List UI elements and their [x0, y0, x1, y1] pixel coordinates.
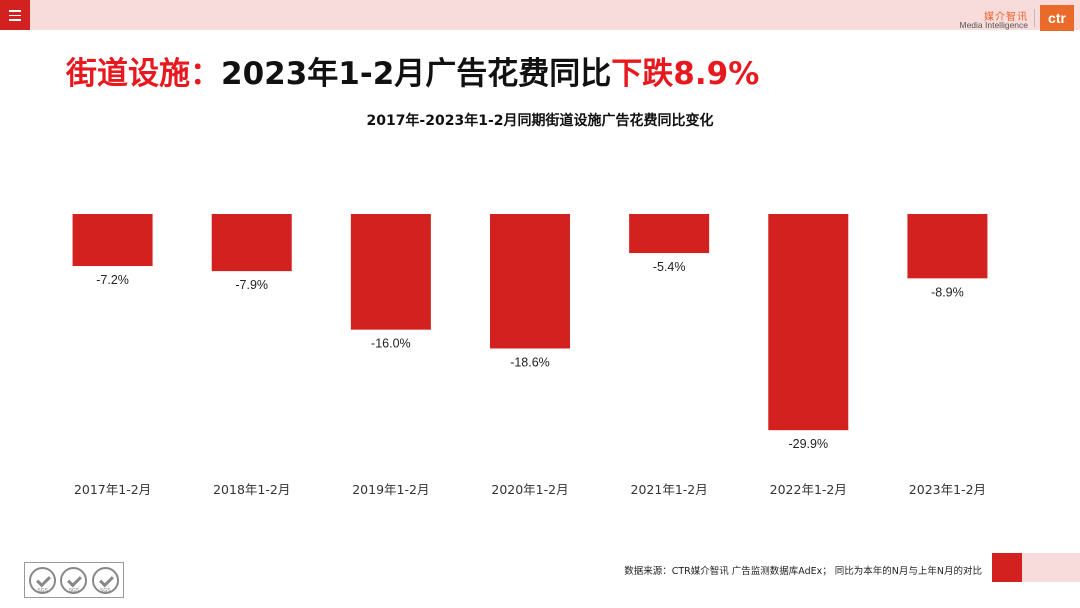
bar-7 [907, 214, 988, 279]
cert-label: SGS [68, 587, 80, 594]
data-label: -5.4% [653, 260, 686, 274]
logo-mark: ctr [1040, 5, 1074, 31]
category-label: 2023年1-2月 [909, 482, 986, 497]
hamburger-menu-icon[interactable] [0, 0, 30, 30]
sgs-certification-icon: SGS [91, 566, 119, 594]
sgs-certification-icon: SGS [29, 566, 57, 594]
logo-chinese-name: 媒介智讯 [984, 12, 1028, 23]
headline-category: 街道设施： [66, 56, 221, 92]
chart-title: 2017年-2023年1-2月同期街道设施广告花费同比变化 [366, 113, 714, 129]
bar-2 [211, 214, 292, 272]
cert-label: SGS [100, 587, 111, 594]
certification-badges: SGS SGS SGS [24, 562, 124, 598]
ctr-logo: 媒介智讯 Media Intelligence ctr [936, 3, 1076, 31]
data-source-note: 数据来源：CTR媒介智讯 广告监测数据库AdEx； 同比为本年的N月与上年N月的… [624, 566, 982, 577]
page-headline: 街道设施：2023年1-2月广告花费同比下跌8.9% [66, 48, 759, 93]
category-label: 2017年1-2月 [74, 482, 151, 497]
data-label: -8.9% [931, 285, 964, 299]
data-label: -18.6% [510, 355, 550, 369]
data-label: -7.2% [96, 273, 129, 287]
cert-label: SGS [37, 587, 48, 594]
category-label: 2020年1-2月 [491, 482, 568, 497]
bar-3 [350, 214, 431, 330]
top-banner [0, 0, 1080, 30]
headline-change: 下跌8.9% [611, 56, 760, 92]
footer-accent-block [992, 553, 1022, 582]
category-label: 2019年1-2月 [352, 482, 429, 497]
data-label: -7.9% [235, 278, 268, 292]
data-label: -16.0% [371, 337, 411, 351]
data-label: -29.9% [788, 437, 828, 451]
footer-band [1022, 553, 1080, 582]
logo-english-name: Media Intelligence [959, 20, 1028, 30]
bar-1 [72, 214, 153, 267]
category-label: 2021年1-2月 [631, 482, 708, 497]
headline-statement: 2023年1-2月广告花费同比 [221, 56, 612, 92]
sgs-certification-icon: SGS [60, 566, 88, 594]
logo-divider [1034, 9, 1035, 27]
bar-4 [490, 214, 570, 349]
category-label: 2022年1-2月 [770, 482, 847, 497]
bar-5 [629, 214, 710, 254]
bar-6 [768, 214, 849, 431]
category-label: 2018年1-2月 [213, 482, 290, 497]
